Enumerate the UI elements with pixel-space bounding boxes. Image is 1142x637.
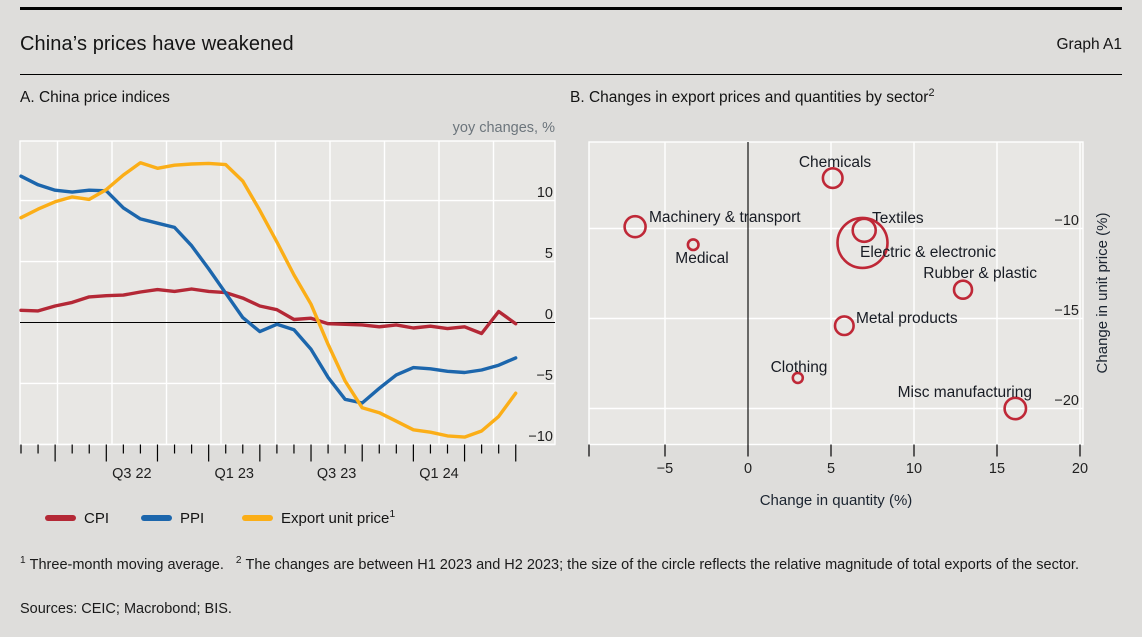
ppi-line-swatch xyxy=(141,515,172,521)
sector-label-chemicals: Chemicals xyxy=(799,154,872,171)
legend-item-cpi: CPI xyxy=(45,508,109,528)
panel-a-unit-label: yoy changes, % xyxy=(453,120,555,136)
panel-b-title-footnote-marker: 2 xyxy=(928,86,935,99)
footnote-1-marker: 1 xyxy=(20,554,26,566)
panel-b-title-text: B. Changes in export prices and quantiti… xyxy=(570,89,929,106)
panel-b-xtick-label: 0 xyxy=(744,461,752,477)
legend-item-ppi: PPI xyxy=(141,508,204,528)
panel-b-ytick-label: −10 xyxy=(1054,213,1079,229)
panel-b-xaxis-title: Change in quantity (%) xyxy=(760,492,913,509)
footnotes: 1 Three-month moving average. 2 The changes… xyxy=(20,554,1124,576)
sector-circle-clothing xyxy=(791,371,805,385)
footnote-2-text: The changes are between H1 2023 and H2 2… xyxy=(245,556,1079,573)
panel-a-ytick-label: −10 xyxy=(528,429,553,445)
sector-label-medical: Medical xyxy=(675,250,728,267)
panel-a-xtick-label: Q3 22 xyxy=(112,466,152,482)
footnote-1-text: Three-month moving average. xyxy=(29,556,224,573)
legend-label-cpi: CPI xyxy=(84,509,110,527)
footnote-2-marker: 2 xyxy=(235,554,242,566)
panel-b-yaxis-title: Change in unit price (%) xyxy=(1094,213,1111,374)
title-divider-rule xyxy=(20,74,1122,75)
page-title: China’s prices have weakened xyxy=(20,33,294,55)
sector-label-electric-electronic: Electric & electronic xyxy=(860,244,996,261)
cpi-line xyxy=(19,287,518,336)
sector-label-rubber-plastic: Rubber & plastic xyxy=(923,265,1037,282)
panel-b-xtick-label: 5 xyxy=(827,461,835,477)
sector-circle-electric-electronic xyxy=(836,216,889,270)
panel-b-ytick-label: −20 xyxy=(1054,393,1079,409)
panel-a-plot-area xyxy=(20,141,555,445)
sector-label-misc-manufacturing: Misc manufacturing xyxy=(898,384,1032,401)
panel-a-title: A. China price indices xyxy=(20,89,170,106)
panel-a-xtick-label: Q1 24 xyxy=(419,466,459,482)
export-unit-price-line-swatch xyxy=(242,515,273,521)
sector-label-machinery-transport: Machinery & transport xyxy=(649,209,801,226)
legend-label-ppi: PPI xyxy=(180,509,205,527)
panel-b-xtick-label: −5 xyxy=(657,461,674,477)
panel-a-ytick-label: 0 xyxy=(545,307,553,323)
panel-a-ytick-label: −5 xyxy=(536,368,553,384)
graph-number-label: Graph A1 xyxy=(1056,36,1123,53)
sector-circle-chemicals xyxy=(821,167,844,190)
panel-b-title: B. Changes in export prices and quantiti… xyxy=(570,86,935,107)
panel-b-ytick-label: −15 xyxy=(1054,303,1079,319)
sector-label-metal-products: Metal products xyxy=(856,310,958,327)
cpi-line-swatch xyxy=(45,515,76,521)
sector-label-clothing: Clothing xyxy=(771,359,828,376)
panel-a-xtick-label: Q1 23 xyxy=(215,466,255,482)
sources-line: Sources: CEIC; Macrobond; BIS. xyxy=(20,601,232,617)
sector-label-textiles: Textiles xyxy=(872,210,924,227)
sector-circle-metal-products xyxy=(833,315,855,337)
sector-circle-misc-manufacturing xyxy=(1003,396,1028,421)
legend-label-export-unit-price: Export unit price1 xyxy=(281,507,396,527)
sector-circle-machinery-transport xyxy=(623,214,647,239)
panel-b-xtick-label: 15 xyxy=(989,461,1005,477)
panel-b-plot-area xyxy=(589,142,1083,445)
export-unit-price-line xyxy=(19,161,518,439)
panel-a-plot-border xyxy=(19,140,556,446)
panel-b-plot-border xyxy=(588,141,1084,446)
panel-b-xtick-label: 20 xyxy=(1072,461,1088,477)
legend-item-export-unit-price: Export unit price1 xyxy=(242,508,395,528)
sector-circle-rubber-plastic xyxy=(952,279,974,301)
panel-b-xtick-label: 10 xyxy=(906,461,922,477)
panel-a-ytick-label: 5 xyxy=(545,246,553,262)
panel-a-xtick-label: Q3 23 xyxy=(317,466,357,482)
top-rule xyxy=(20,7,1122,10)
sector-circle-medical xyxy=(686,238,700,252)
panel-a-ytick-label: 10 xyxy=(537,185,553,201)
